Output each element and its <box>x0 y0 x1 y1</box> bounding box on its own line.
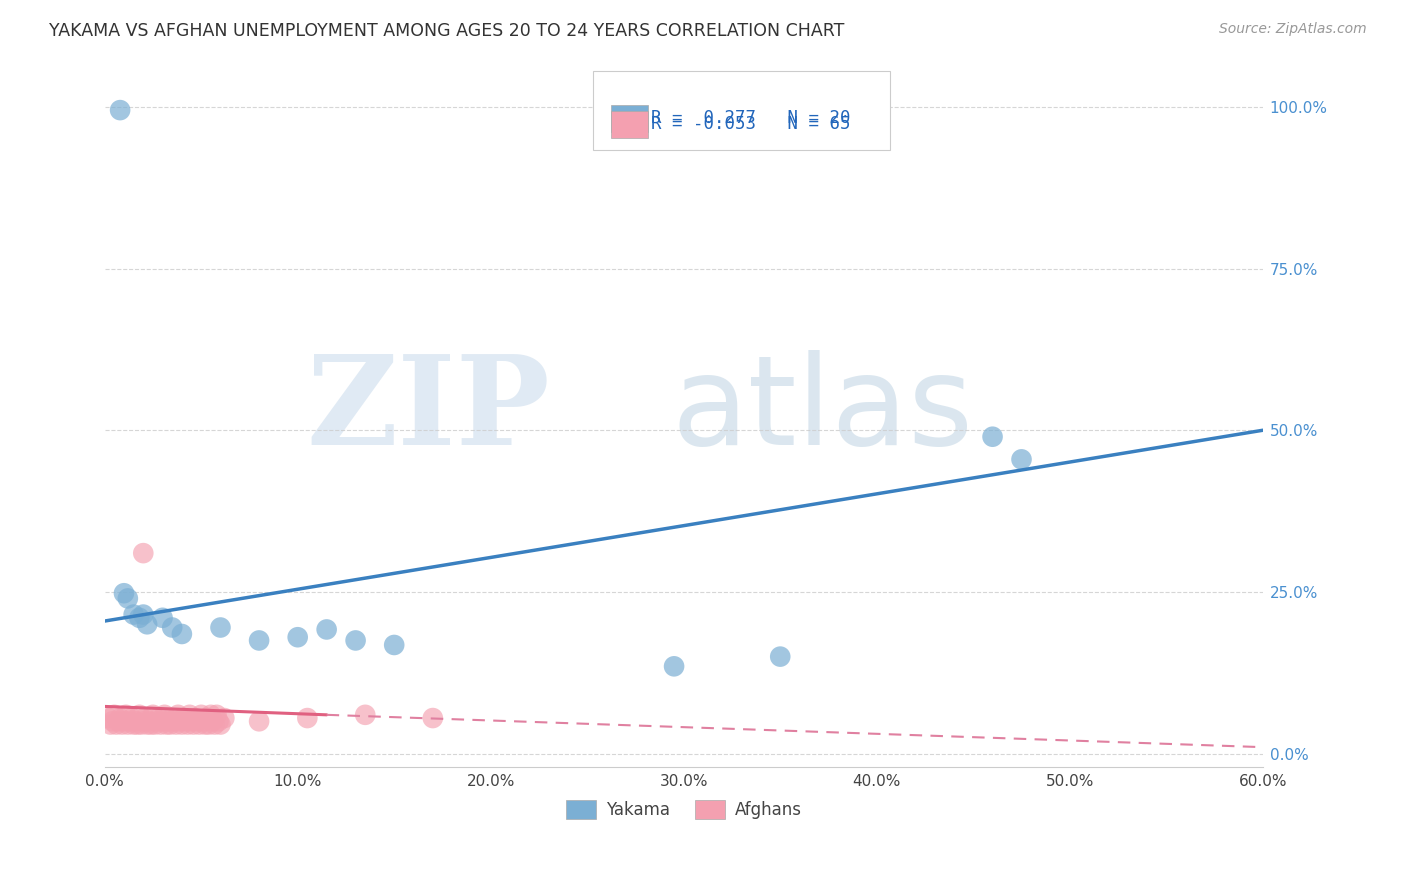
Point <box>136 617 159 632</box>
Text: R = -0.053   N = 65: R = -0.053 N = 65 <box>651 115 851 133</box>
FancyBboxPatch shape <box>593 70 890 150</box>
Point <box>124 714 146 729</box>
Point <box>131 717 153 731</box>
Point <box>115 707 138 722</box>
Point <box>173 711 195 725</box>
FancyBboxPatch shape <box>610 111 648 137</box>
Point <box>176 717 198 731</box>
Point <box>981 430 1004 444</box>
Point <box>165 717 187 731</box>
Point <box>112 714 135 729</box>
Point <box>132 607 155 622</box>
Point <box>190 707 212 722</box>
Text: Source: ZipAtlas.com: Source: ZipAtlas.com <box>1219 22 1367 37</box>
Point <box>100 717 122 731</box>
Point <box>769 649 792 664</box>
Point <box>128 707 150 722</box>
Point <box>148 711 170 725</box>
Point <box>184 711 207 725</box>
Point <box>183 717 205 731</box>
Point <box>170 627 193 641</box>
Text: R =  0.277   N = 20: R = 0.277 N = 20 <box>651 110 851 128</box>
FancyBboxPatch shape <box>610 105 648 132</box>
Point <box>146 714 169 729</box>
Point <box>209 717 232 731</box>
Point <box>214 711 236 725</box>
Point <box>134 711 156 725</box>
Point <box>155 717 177 731</box>
Point <box>108 103 131 117</box>
Point <box>1011 452 1033 467</box>
Point <box>200 707 222 722</box>
Point <box>163 714 186 729</box>
Point <box>662 659 685 673</box>
Point <box>103 707 125 722</box>
Point <box>204 717 226 731</box>
Legend: Yakama, Afghans: Yakama, Afghans <box>560 793 808 826</box>
Point <box>97 711 120 725</box>
Point <box>422 711 444 725</box>
Point <box>174 714 197 729</box>
Point <box>344 633 367 648</box>
Point <box>195 711 218 725</box>
Point <box>117 591 139 606</box>
Point <box>108 711 131 725</box>
Point <box>167 707 190 722</box>
Text: ZIP: ZIP <box>307 351 551 471</box>
Point <box>138 714 160 729</box>
Point <box>354 707 377 722</box>
Point <box>205 707 228 722</box>
Point <box>179 707 201 722</box>
Point <box>287 630 309 644</box>
Point <box>247 714 270 729</box>
Point <box>170 717 193 731</box>
Text: atlas: atlas <box>672 351 974 471</box>
Point <box>207 714 229 729</box>
Point <box>118 714 141 729</box>
Text: YAKAMA VS AFGHAN UNEMPLOYMENT AMONG AGES 20 TO 24 YEARS CORRELATION CHART: YAKAMA VS AFGHAN UNEMPLOYMENT AMONG AGES… <box>49 22 845 40</box>
Point <box>112 586 135 600</box>
Point <box>111 717 134 731</box>
Point <box>186 714 208 729</box>
Point <box>122 607 145 622</box>
Point <box>157 714 180 729</box>
Point <box>121 711 143 725</box>
Point <box>153 707 176 722</box>
Point <box>315 623 337 637</box>
Point <box>198 717 221 731</box>
Point <box>201 714 224 729</box>
Point <box>159 717 181 731</box>
Point <box>160 620 183 634</box>
Point <box>382 638 405 652</box>
Point <box>139 717 162 731</box>
Point <box>247 633 270 648</box>
Point <box>188 717 211 731</box>
Point <box>169 714 191 729</box>
Point <box>105 717 128 731</box>
Point <box>191 714 214 729</box>
Point <box>132 714 155 729</box>
Point <box>128 611 150 625</box>
Point <box>127 717 149 731</box>
Point <box>149 717 172 731</box>
Point <box>152 714 174 729</box>
Point <box>107 714 129 729</box>
Point <box>209 620 232 634</box>
Point <box>136 717 159 731</box>
Point <box>101 714 124 729</box>
Point <box>180 714 202 729</box>
Point <box>122 717 145 731</box>
Point <box>142 707 165 722</box>
Point <box>160 711 183 725</box>
Point <box>152 611 174 625</box>
Point <box>194 717 217 731</box>
Point <box>132 546 155 560</box>
Point <box>297 711 319 725</box>
Point <box>143 717 166 731</box>
Point <box>117 717 139 731</box>
